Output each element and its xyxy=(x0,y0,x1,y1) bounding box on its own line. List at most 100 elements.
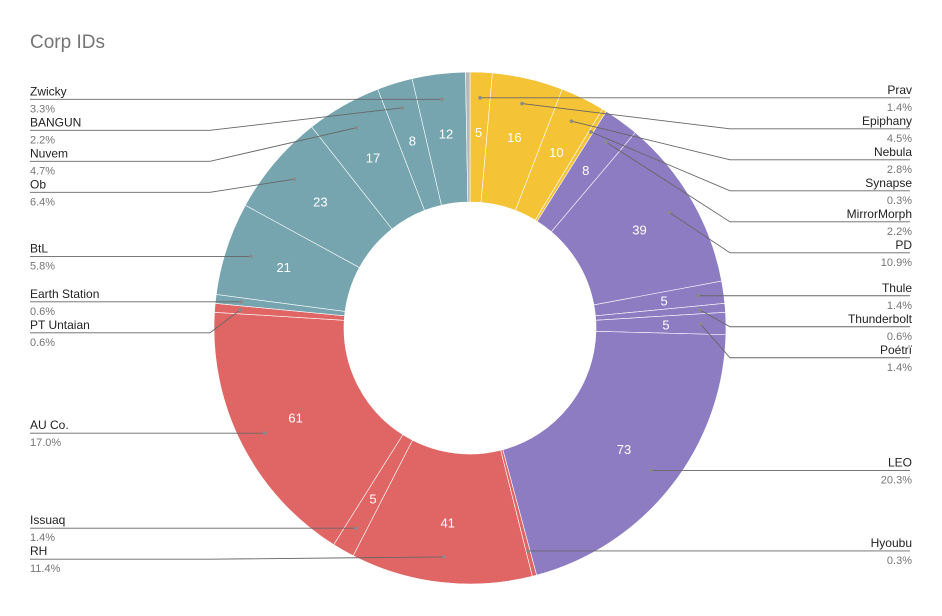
leader-dot-synapse xyxy=(589,130,593,134)
percent-label-issuaq: 1.4% xyxy=(30,532,55,544)
leader-lines-layer xyxy=(30,96,910,560)
leader-dot-leo xyxy=(649,468,653,473)
category-label-ob: Ob xyxy=(30,177,46,191)
value-label-nebula: 10 xyxy=(549,145,563,160)
leader-dot-thunderbolt xyxy=(697,308,702,312)
percent-label-hyoubu: 0.3% xyxy=(887,555,912,567)
category-label-pt-untaian: PT Untaian xyxy=(30,318,90,332)
value-label-thule: 5 xyxy=(660,294,667,309)
percent-label-pt-untaian: 0.6% xyxy=(30,337,55,349)
leader-line-rh xyxy=(30,556,444,560)
leader-dot-nuvem xyxy=(354,125,358,130)
value-label-bangun: 8 xyxy=(409,134,416,149)
percent-label-pd: 10.9% xyxy=(881,257,912,269)
category-label-issuaq: Issuaq xyxy=(30,513,65,527)
category-label-thunderbolt: Thunderbolt xyxy=(848,312,913,326)
leader-line-nebula xyxy=(571,120,910,161)
leader-dot-pd xyxy=(667,210,671,215)
percent-label-btl: 5.8% xyxy=(30,260,55,272)
value-label-pd: 39 xyxy=(632,223,646,238)
percent-label-zwicky: 3.3% xyxy=(30,103,55,115)
category-label-au-co: AU Co. xyxy=(30,418,69,432)
percent-label-rh: 11.4% xyxy=(30,563,61,575)
leader-line-nuvem xyxy=(30,127,357,162)
value-labels-layer: 5 16 10 8 39 5 5 73 41 5 61 21 23 17 8 12 xyxy=(276,125,669,531)
percent-label-epiphany: 4.5% xyxy=(887,133,912,145)
leader-line-ob xyxy=(30,178,295,193)
category-label-bangun: BANGUN xyxy=(30,115,81,129)
percent-label-nebula: 2.8% xyxy=(887,164,912,176)
leader-line-synapse xyxy=(590,131,910,192)
leader-dot-zwicky xyxy=(439,97,444,102)
value-label-issuaq: 5 xyxy=(369,491,376,506)
percent-label-synapse: 0.3% xyxy=(887,195,912,207)
category-label-pd: PD xyxy=(895,238,912,252)
leader-dot-prav xyxy=(478,96,482,100)
leader-dot-ob xyxy=(292,177,296,182)
category-label-btl: BtL xyxy=(30,241,48,255)
category-label-zwicky: Zwicky xyxy=(30,84,67,98)
value-label-prav: 5 xyxy=(475,125,482,140)
percent-label-mirrormorph: 2.2% xyxy=(887,226,912,238)
category-label-synapse: Synapse xyxy=(865,176,912,190)
leader-dot-nebula xyxy=(569,119,574,123)
leader-dot-issuaq xyxy=(354,526,358,531)
leader-dot-bangun xyxy=(400,105,405,110)
percent-label-bangun: 2.2% xyxy=(30,134,55,146)
leader-line-bangun xyxy=(30,107,403,131)
percent-label-earth-station: 0.6% xyxy=(30,306,55,318)
leader-dot-po-tr xyxy=(698,322,703,326)
value-label-po-tr: 5 xyxy=(662,318,669,333)
value-label-epiphany: 16 xyxy=(507,130,521,145)
leader-dot-au-co xyxy=(263,431,267,435)
leader-dot-pt-untaian xyxy=(238,308,243,312)
percent-label-nuvem: 4.7% xyxy=(30,165,55,177)
percent-label-au-co: 17.0% xyxy=(30,437,61,449)
value-label-ob: 23 xyxy=(313,194,327,209)
value-label-btl: 21 xyxy=(276,260,290,275)
leader-dot-thule xyxy=(696,293,700,298)
category-label-mirrormorph: MirrorMorph xyxy=(847,207,912,221)
percent-label-ob: 6.4% xyxy=(30,196,55,208)
leader-dot-mirrormorph xyxy=(604,140,608,144)
leader-line-epiphany xyxy=(522,103,910,130)
leader-dot-rh xyxy=(441,555,446,559)
category-label-earth-station: Earth Station xyxy=(30,287,99,301)
percent-label-leo: 20.3% xyxy=(881,475,912,487)
leader-dot-epiphany xyxy=(520,101,524,106)
category-label-hyoubu: Hyoubu xyxy=(871,536,912,550)
percent-label-po-tr: 1.4% xyxy=(887,362,912,374)
category-label-thule: Thule xyxy=(882,281,912,295)
value-label-leo: 73 xyxy=(617,442,631,457)
chart-title: Corp IDs xyxy=(30,32,105,53)
leader-dot-earth-station xyxy=(239,299,243,304)
category-label-rh: RH xyxy=(30,544,47,558)
category-labels-layer: Prav1.4%Epiphany4.5%Nebula2.8%Synapse0.3… xyxy=(30,83,913,575)
value-label-zwicky: 12 xyxy=(439,126,453,141)
percent-label-prav: 1.4% xyxy=(887,102,912,114)
leader-line-pd xyxy=(668,211,910,254)
slice-leo xyxy=(502,331,727,576)
leader-dot-btl xyxy=(249,254,253,259)
slice-au-co xyxy=(213,311,404,546)
category-label-nuvem: Nuvem xyxy=(30,146,68,160)
category-label-prav: Prav xyxy=(887,83,912,97)
category-label-leo: LEO xyxy=(888,456,912,470)
leader-line-mirrormorph xyxy=(605,141,910,223)
slice-other xyxy=(465,71,471,203)
value-label-nuvem: 17 xyxy=(366,151,380,166)
slices-layer xyxy=(213,71,727,585)
value-label-mirrormorph: 8 xyxy=(582,163,589,178)
percent-label-thule: 1.4% xyxy=(887,300,912,312)
category-label-epiphany: Epiphany xyxy=(862,114,912,128)
leader-line-pt-untaian xyxy=(30,309,241,334)
category-label-nebula: Nebula xyxy=(874,145,912,159)
leader-line-po-tr xyxy=(700,323,910,359)
category-label-po-tr: Poétrï xyxy=(880,343,913,357)
percent-label-thunderbolt: 0.6% xyxy=(887,331,912,343)
value-label-rh: 41 xyxy=(440,516,454,531)
leader-line-thunderbolt xyxy=(699,309,910,328)
leader-dot-hyoubu xyxy=(526,549,530,553)
value-label-au-co: 61 xyxy=(288,410,302,425)
